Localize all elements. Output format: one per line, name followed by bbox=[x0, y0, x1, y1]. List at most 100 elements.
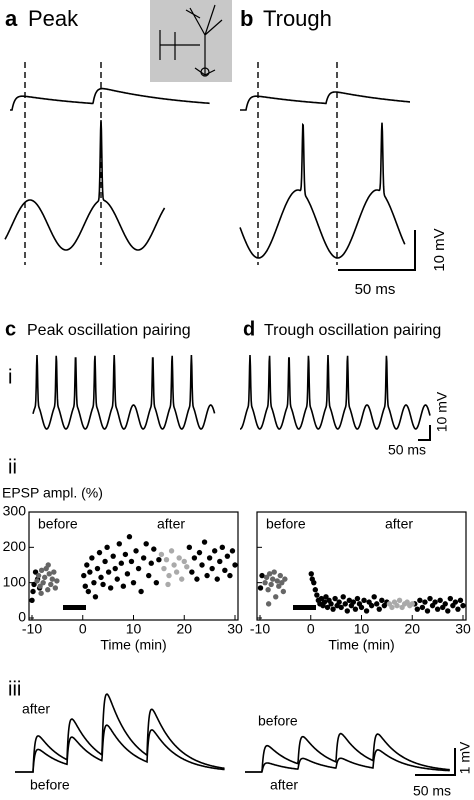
panel-letter: a bbox=[5, 6, 18, 31]
point bbox=[45, 562, 51, 568]
point bbox=[176, 555, 182, 561]
y-tick-label: 300 bbox=[3, 503, 27, 519]
x-tick-label: -10 bbox=[22, 621, 42, 637]
point bbox=[204, 572, 210, 579]
point bbox=[346, 597, 353, 604]
point bbox=[112, 565, 118, 572]
point bbox=[191, 555, 198, 561]
point bbox=[276, 583, 282, 589]
annotation: after bbox=[157, 516, 185, 532]
x-tick-label: 30 bbox=[455, 621, 471, 637]
x-tick-label: 10 bbox=[354, 621, 370, 637]
point bbox=[308, 571, 314, 577]
point bbox=[389, 604, 395, 611]
point bbox=[262, 579, 268, 586]
point bbox=[224, 553, 231, 559]
panel-letter: d bbox=[243, 318, 255, 340]
point bbox=[344, 608, 350, 614]
point bbox=[219, 544, 226, 551]
point bbox=[126, 534, 133, 540]
point bbox=[274, 578, 280, 584]
point bbox=[128, 558, 135, 565]
point bbox=[165, 581, 171, 588]
point bbox=[40, 579, 46, 586]
point bbox=[222, 567, 228, 573]
point bbox=[214, 576, 220, 582]
point bbox=[140, 555, 147, 561]
point bbox=[358, 604, 365, 611]
point bbox=[265, 587, 271, 593]
point bbox=[328, 601, 334, 607]
x-tick-label: 20 bbox=[404, 621, 420, 637]
point bbox=[271, 569, 277, 575]
panel-letter: b bbox=[240, 6, 253, 31]
y-tick-label: 200 bbox=[3, 538, 27, 554]
point bbox=[96, 549, 103, 556]
point bbox=[120, 583, 127, 589]
point bbox=[94, 565, 101, 572]
x-tick-label: 0 bbox=[307, 621, 315, 637]
point bbox=[143, 541, 149, 547]
trace bbox=[239, 122, 406, 259]
point bbox=[38, 567, 45, 573]
row-label: iii bbox=[8, 678, 21, 700]
scale-label: 50 ms bbox=[388, 442, 426, 458]
inset bbox=[150, 0, 232, 82]
point bbox=[135, 565, 142, 572]
point bbox=[311, 579, 317, 586]
point bbox=[179, 576, 185, 582]
neuron-sketch bbox=[159, 4, 223, 77]
point bbox=[186, 544, 193, 551]
x-axis-label: Time (min) bbox=[100, 637, 166, 653]
point bbox=[445, 608, 451, 614]
point bbox=[166, 572, 172, 579]
point bbox=[318, 595, 325, 602]
point bbox=[447, 595, 454, 602]
trace-label: before bbox=[258, 713, 298, 729]
point bbox=[151, 546, 157, 552]
point bbox=[29, 597, 35, 604]
point bbox=[199, 562, 205, 568]
trace bbox=[240, 354, 431, 430]
x-axis-label: Time (min) bbox=[328, 637, 394, 653]
point bbox=[409, 601, 415, 607]
trace bbox=[245, 749, 450, 773]
point bbox=[336, 599, 342, 605]
point bbox=[379, 597, 385, 604]
point bbox=[376, 606, 382, 612]
point bbox=[189, 569, 195, 575]
point bbox=[229, 548, 236, 554]
scale-bars bbox=[338, 230, 456, 776]
point bbox=[363, 608, 370, 614]
point bbox=[194, 576, 200, 582]
panel-title: Peak oscillation pairing bbox=[27, 322, 191, 339]
point bbox=[452, 599, 459, 605]
point bbox=[118, 560, 125, 566]
trace-label: after bbox=[270, 777, 298, 793]
point bbox=[153, 579, 160, 586]
point bbox=[181, 558, 187, 565]
x-tick-label: 20 bbox=[176, 621, 192, 637]
trace-label: after bbox=[22, 701, 50, 717]
scale-label: 10 mV bbox=[434, 391, 450, 432]
panel-title: Trough oscillation pairing bbox=[264, 322, 441, 339]
point bbox=[437, 597, 443, 604]
point bbox=[37, 583, 43, 589]
point bbox=[100, 581, 106, 588]
point bbox=[330, 606, 336, 612]
point bbox=[51, 569, 57, 575]
point bbox=[104, 544, 110, 551]
point bbox=[342, 601, 348, 607]
scale-label: 1 mV bbox=[457, 741, 473, 774]
row-label: i bbox=[8, 366, 12, 388]
point bbox=[442, 601, 448, 607]
point bbox=[268, 581, 274, 588]
scale-label: 50 ms bbox=[413, 783, 451, 799]
point bbox=[259, 572, 265, 579]
point bbox=[279, 579, 285, 586]
trace bbox=[15, 693, 225, 773]
point bbox=[48, 581, 54, 588]
pairing-bar bbox=[293, 605, 316, 610]
point bbox=[455, 606, 461, 612]
